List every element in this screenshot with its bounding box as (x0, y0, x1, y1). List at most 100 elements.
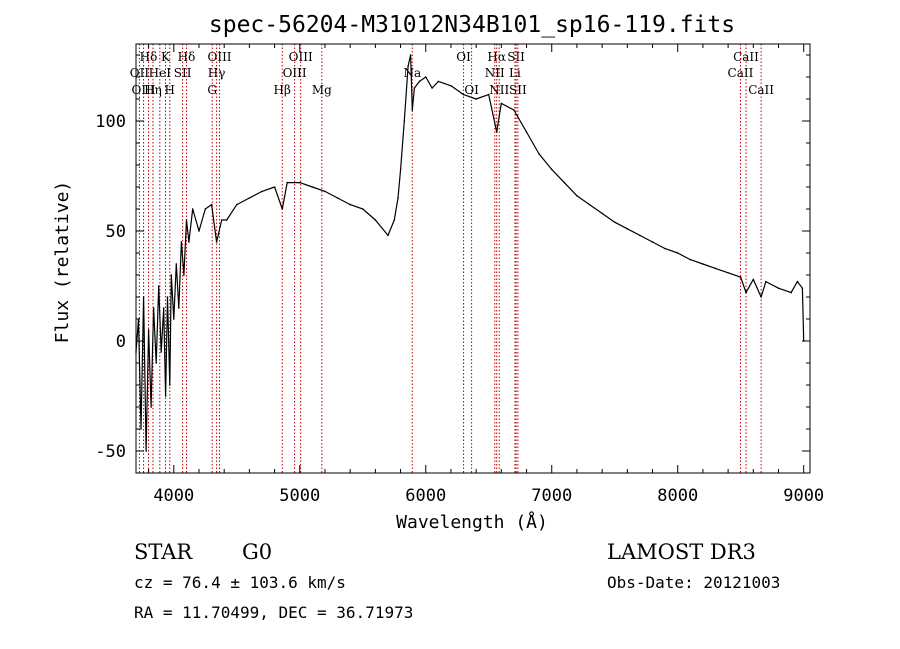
data-point (180, 241, 183, 243)
marker-label: K (161, 50, 171, 64)
data-point (142, 296, 145, 298)
marker-label: OIII (289, 50, 313, 64)
data-point (702, 263, 704, 265)
data-point (397, 197, 399, 199)
y-axis-label: Flux (relative) (52, 181, 73, 344)
marker-label: Hγ (208, 66, 226, 80)
chart-title: spec-56204-M31012N34B101_sp16-119.fits (209, 12, 735, 38)
plot-frame (135, 43, 811, 474)
marker-label: Mg (312, 83, 332, 97)
line-markers-layer: Hδ OII OIII K HeI Hη SII H Hδ OIII Hγ G OIII OIII Hβ Mg… (130, 44, 774, 473)
data-point (185, 219, 188, 221)
marker-label: CaII (728, 66, 754, 80)
marker-label: CaII (733, 50, 759, 64)
data-point (525, 131, 528, 133)
data-point (626, 228, 629, 230)
marker-label: OIII (132, 83, 156, 97)
data-point (210, 203, 213, 206)
data-point (739, 276, 742, 279)
marker-label: SII (174, 66, 192, 80)
observation-date: Obs-Date: 20121003 (607, 573, 781, 592)
data-point (727, 272, 729, 274)
marker-label: G (207, 83, 217, 97)
marker-label: Hδ (140, 50, 158, 64)
data-point (475, 98, 477, 100)
y-tick-label: 100 (95, 112, 126, 132)
data-point (513, 109, 515, 111)
data-point (170, 274, 173, 276)
redshift-velocity: cz = 76.4 ± 103.6 km/s (134, 573, 346, 592)
marker-label: SII (507, 50, 525, 64)
data-point (745, 291, 747, 294)
data-point (173, 318, 175, 320)
data-point (403, 120, 406, 122)
data-point (790, 291, 792, 294)
data-point (387, 234, 389, 237)
data-point (407, 65, 409, 67)
data-point (409, 54, 412, 56)
data-point (374, 219, 377, 221)
marker-label: H (165, 83, 175, 97)
data-point (150, 406, 152, 408)
data-point (281, 208, 284, 210)
survey-name: LAMOST DR3 (607, 540, 756, 564)
data-point (166, 296, 169, 298)
data-point (411, 109, 414, 111)
data-point (588, 203, 591, 206)
data-point (169, 384, 171, 386)
data-point (164, 395, 167, 397)
data-point (273, 186, 276, 188)
data-point (664, 247, 666, 250)
sky-coordinates: RA = 11.70499, DEC = 36.71973 (134, 603, 414, 622)
data-point (204, 208, 207, 210)
data-point (236, 203, 238, 206)
data-point (183, 274, 185, 276)
x-tick-label: 4000 (153, 486, 194, 506)
marker-label: OIII (207, 50, 231, 64)
data-point (145, 450, 147, 452)
data-point (140, 428, 142, 430)
x-tick-label: 5000 (279, 486, 320, 506)
data-point (752, 278, 755, 281)
data-point (261, 190, 263, 193)
marker-label: NII (489, 83, 509, 97)
marker-label: OI (464, 83, 479, 97)
data-point (538, 153, 540, 155)
data-point (450, 85, 452, 87)
y-tick-label: 0 (116, 332, 126, 352)
data-point (311, 186, 314, 188)
data-point (248, 197, 251, 199)
data-point (399, 168, 402, 171)
data-point (801, 287, 804, 290)
data-point (324, 190, 326, 193)
object-type: STAR (134, 540, 193, 564)
data-point (286, 181, 289, 184)
data-point (336, 197, 339, 199)
data-point (760, 296, 762, 298)
data-point (437, 80, 440, 83)
data-point (178, 307, 180, 309)
data-point (601, 212, 603, 215)
data-point (349, 203, 352, 206)
data-point (550, 168, 553, 171)
data-point (676, 252, 679, 254)
marker-label: CaII (748, 83, 774, 97)
data-point (425, 76, 427, 78)
marker-label: SII (509, 83, 527, 97)
data-point (563, 181, 566, 184)
data-point (487, 93, 490, 96)
data-point (191, 208, 194, 210)
marker-label: Hα (487, 50, 506, 64)
data-point (714, 267, 717, 270)
data-point (651, 241, 654, 243)
data-point (152, 307, 155, 309)
marker-label: Li (509, 66, 521, 80)
data-point (162, 307, 165, 309)
x-axis: 4000 5000 6000 7000 8000 9000 (148, 44, 824, 506)
data-point (299, 181, 301, 184)
x-axis-label: Wavelength (Å) (396, 511, 548, 533)
series-line (135, 54, 805, 452)
data-point (765, 280, 767, 283)
x-tick-label: 6000 (405, 486, 446, 506)
